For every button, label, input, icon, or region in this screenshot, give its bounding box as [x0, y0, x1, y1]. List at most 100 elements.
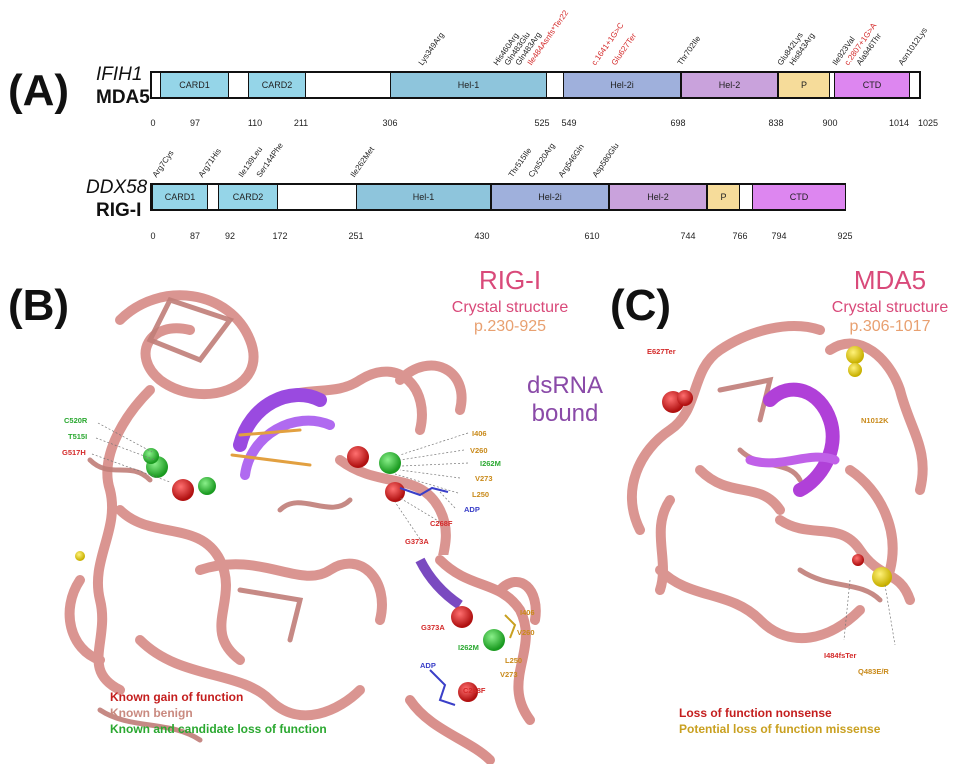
mda5-domain-label: Hel-1 — [457, 80, 480, 90]
rigi-domain-label: Hel-1 — [412, 192, 435, 202]
residue-label: C520R — [64, 416, 88, 425]
inset-residue-label: I406 — [520, 608, 535, 617]
rigi-position: 251 — [348, 231, 364, 241]
mda5-domain-p: P — [778, 73, 830, 97]
rigi-variant-label: Asp580Glu — [590, 141, 621, 179]
rigi-position: 430 — [474, 231, 490, 241]
residue-label: ADP — [464, 505, 480, 514]
mda5-position: 1025 — [917, 118, 939, 128]
mda5-domain-bar: CARD1 CARD2 Hel-1 Hel-2i Hel-2 P CTD — [150, 71, 921, 99]
legend-item: Known benign — [110, 706, 193, 720]
legend-item: Known gain of function — [110, 690, 244, 704]
mda5-domain-hel1: Hel-1 — [390, 73, 547, 97]
mda5-structure-graphic — [627, 321, 928, 646]
panel-c-range: p.306-1017 — [849, 318, 931, 335]
mda5-domain-label: P — [800, 80, 807, 90]
rigi-domain-card1: CARD1 — [152, 185, 208, 209]
mda5-position: 97 — [189, 118, 201, 128]
residue-label: V273 — [475, 474, 493, 483]
rigi-domain-label: CTD — [789, 192, 809, 202]
rigi-domain-hel2: Hel-2 — [609, 185, 707, 209]
rigi-structure-graphic — [64, 290, 541, 764]
residue-label: G373A — [405, 537, 429, 546]
rigi-domain-ctd: CTD — [752, 185, 846, 209]
mda5-position: 698 — [670, 118, 686, 128]
rigi-domain-hel2i: Hel-2i — [491, 185, 609, 209]
residue-label: E627Ter — [647, 347, 676, 356]
mda5-position: 110 — [247, 118, 263, 128]
residue-label: N1012K — [861, 416, 889, 425]
mda5-position: 0 — [150, 118, 156, 128]
mda5-domain-hel2: Hel-2 — [681, 73, 778, 97]
mda5-domain-ctd: CTD — [834, 73, 910, 97]
inset-residue-label: ADP — [420, 661, 436, 670]
legend-item: Potential loss of function missense — [679, 722, 881, 736]
inset-residue-label: C268F — [463, 686, 486, 695]
rigi-position: 92 — [224, 231, 236, 241]
inset-residue-label: V260 — [517, 628, 535, 637]
inset-residue-label: G373A — [421, 623, 445, 632]
inset-residue-label: I262M — [458, 643, 479, 652]
rigi-domain-label: CARD2 — [232, 192, 264, 202]
mda5-position: 900 — [822, 118, 838, 128]
rigi-variant-label: Cys520Arg — [526, 141, 557, 179]
residue-label: I484fsTer — [824, 651, 857, 660]
panel-c-title: MDA5 — [853, 265, 927, 295]
mda5-position: 1014 — [888, 118, 910, 128]
panel-b-letter: (B) — [8, 281, 70, 330]
rigi-domain-label: P — [720, 192, 727, 202]
mda5-protein-name: MDA5 — [96, 87, 150, 108]
mda5-domain-label: CARD1 — [179, 80, 210, 90]
rigi-variant-label: Arg546Gln — [556, 142, 586, 179]
rigi-position: 0 — [150, 231, 156, 241]
dsrna-label-line1: dsRNA — [526, 372, 604, 399]
panel-c-letter: (C) — [610, 281, 672, 330]
mda5-variant-label: Thr702Ile — [675, 34, 703, 67]
rigi-domain-hel1: Hel-1 — [356, 185, 491, 209]
mda5-position: 549 — [561, 118, 577, 128]
mda5-gene-name: IFIH1 — [96, 64, 143, 85]
rigi-domain-label: Hel-2 — [647, 192, 669, 202]
residue-label: G517H — [62, 448, 86, 457]
residue-label: T515I — [68, 432, 88, 441]
rigi-protein-name: RIG-I — [96, 200, 142, 221]
rigi-position: 744 — [680, 231, 696, 241]
rigi-position: 794 — [771, 231, 787, 241]
residue-label: V260 — [470, 446, 488, 455]
dsrna-label-line2: bound — [531, 400, 599, 427]
panel-b-subtitle: Crystal structure — [451, 299, 569, 316]
rigi-domain-label: Hel-2i — [538, 192, 562, 202]
rigi-variant-label: Ile262Met — [348, 145, 377, 179]
mda5-domain-card1: CARD1 — [160, 73, 229, 97]
rigi-position: 610 — [584, 231, 600, 241]
rigi-domain-p: P — [707, 185, 740, 209]
mda5-variant-label: Asn1012Lys — [896, 26, 930, 67]
residue-label: I262M — [480, 459, 501, 468]
mda5-domain-label: CARD2 — [261, 80, 293, 90]
rigi-domain-label: CARD1 — [164, 192, 196, 202]
rigi-domain-card2: CARD2 — [218, 185, 278, 209]
rigi-variant-label: Arg71His — [196, 146, 223, 179]
rigi-variant-label: Arg7Cys — [150, 148, 176, 179]
mda5-domain-hel2i: Hel-2i — [563, 73, 681, 97]
mda5-position: 211 — [293, 118, 309, 128]
mda5-domain-card2: CARD2 — [248, 73, 306, 97]
mda5-variant-label: Lys349Arg — [416, 30, 446, 67]
rigi-domain-bar: CARD1 CARD2 Hel-1 Hel-2i Hel-2 P CTD — [150, 183, 846, 211]
rigi-gene-name: DDX58 — [86, 177, 148, 198]
mda5-position: 306 — [382, 118, 398, 128]
rigi-position: 172 — [272, 231, 288, 241]
rigi-position: 87 — [189, 231, 201, 241]
residue-label: I406 — [472, 429, 487, 438]
panel-c-subtitle: Crystal structure — [831, 299, 949, 316]
mda5-position: 838 — [768, 118, 784, 128]
mda5-domain-label: Hel-2 — [718, 80, 741, 90]
mda5-domain-label: CTD — [862, 80, 882, 90]
panel-b-range: p.230-925 — [473, 318, 547, 335]
rigi-position: 925 — [837, 231, 853, 241]
inset-residue-label: L250 — [505, 656, 523, 665]
mda5-domain-label: Hel-2i — [610, 80, 634, 90]
legend-item: Loss of function nonsense — [679, 706, 832, 720]
panel-a-letter: (A) — [8, 66, 70, 115]
residue-label: C268F — [430, 519, 453, 528]
